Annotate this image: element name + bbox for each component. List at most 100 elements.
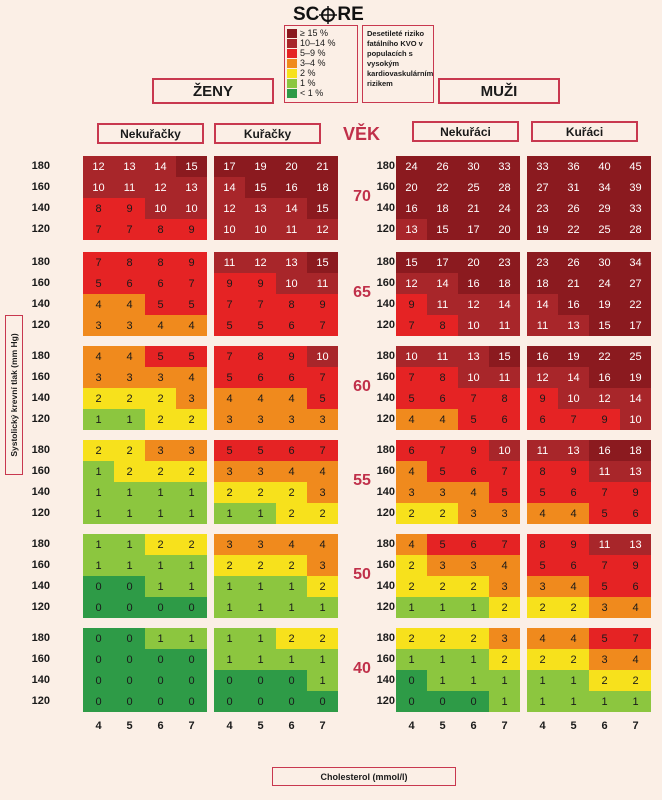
risk-cell: 3 <box>245 409 276 430</box>
sbp-tick-label: 180 <box>31 160 50 172</box>
risk-cell: 5 <box>527 482 558 503</box>
risk-cell: 0 <box>83 649 114 670</box>
risk-cell: 27 <box>620 273 651 294</box>
risk-cell: 5 <box>145 346 176 367</box>
risk-cell: 2 <box>276 555 307 576</box>
legend-item: 5–9 % <box>287 48 355 58</box>
score-title-pre: SC <box>293 4 320 25</box>
cholesterol-tick-label: 6 <box>601 720 608 732</box>
risk-cell: 17 <box>427 252 458 273</box>
risk-cell: 6 <box>458 461 489 482</box>
risk-cell: 4 <box>396 461 427 482</box>
risk-cell: 9 <box>176 252 207 273</box>
risk-cell: 18 <box>489 273 520 294</box>
risk-cell: 9 <box>114 198 145 219</box>
risk-cell: 0 <box>214 691 245 712</box>
cholesterol-tick-label: 6 <box>157 720 164 732</box>
risk-cell: 9 <box>620 482 651 503</box>
risk-cell: 8 <box>427 367 458 388</box>
legend-swatch <box>287 88 297 98</box>
sbp-tick-label: 120 <box>31 695 50 707</box>
risk-cell: 2 <box>176 534 207 555</box>
risk-cell: 14 <box>527 294 558 315</box>
risk-cell: 17 <box>214 156 245 177</box>
risk-cell: 4 <box>527 503 558 524</box>
risk-cell: 3 <box>176 440 207 461</box>
sbp-tick-label: 140 <box>31 580 50 592</box>
risk-cell: 1 <box>245 597 276 618</box>
risk-cell: 25 <box>458 177 489 198</box>
risk-cell: 4 <box>458 482 489 503</box>
risk-cell: 3 <box>307 555 338 576</box>
risk-cell: 7 <box>458 388 489 409</box>
risk-cell: 10 <box>176 198 207 219</box>
risk-cell: 19 <box>527 219 558 240</box>
risk-cell: 40 <box>589 156 620 177</box>
sbp-tick-label: 180 <box>31 538 50 550</box>
risk-cell: 2 <box>176 461 207 482</box>
risk-cell: 6 <box>276 367 307 388</box>
risk-cell: 7 <box>307 367 338 388</box>
risk-cell: 10 <box>396 346 427 367</box>
y-axis-label-box: Systolický krevní tlak (mm Hg) <box>5 315 23 475</box>
risk-cell: 0 <box>214 670 245 691</box>
risk-cell: 5 <box>589 576 620 597</box>
legend-note: Desetileté riziko fatálního KVO v popula… <box>362 25 434 103</box>
risk-cell: 22 <box>427 177 458 198</box>
legend-label: ≥ 15 % <box>300 28 328 38</box>
risk-cell: 12 <box>458 294 489 315</box>
legend-label: < 1 % <box>300 88 324 98</box>
women-nonsmoker-label: Nekuřačky <box>97 123 204 144</box>
risk-cell: 1 <box>458 597 489 618</box>
risk-cell: 0 <box>458 691 489 712</box>
risk-cell: 6 <box>489 409 520 430</box>
risk-cell: 12 <box>527 367 558 388</box>
risk-cell: 4 <box>307 534 338 555</box>
risk-cell: 4 <box>558 576 589 597</box>
sbp-tick-label: 120 <box>376 413 395 425</box>
risk-cell: 31 <box>558 177 589 198</box>
sbp-tick-label: 160 <box>376 559 395 571</box>
cholesterol-tick-label: 5 <box>439 720 446 732</box>
crosshair-icon <box>319 6 338 24</box>
risk-cell: 7 <box>214 294 245 315</box>
legend-label: 2 % <box>300 68 316 78</box>
risk-cell: 0 <box>114 576 145 597</box>
risk-cell: 16 <box>276 177 307 198</box>
risk-cell: 34 <box>589 177 620 198</box>
risk-cell: 1 <box>427 670 458 691</box>
risk-cell: 29 <box>589 198 620 219</box>
risk-cell: 3 <box>458 503 489 524</box>
legend-swatch <box>287 78 297 88</box>
risk-cell: 4 <box>176 367 207 388</box>
risk-cell: 8 <box>276 294 307 315</box>
risk-cell: 5 <box>214 315 245 336</box>
risk-cell: 8 <box>245 346 276 367</box>
risk-cell: 3 <box>489 503 520 524</box>
risk-cell: 6 <box>276 440 307 461</box>
risk-cell: 0 <box>176 649 207 670</box>
sbp-tick-label: 120 <box>376 319 395 331</box>
risk-cell: 1 <box>83 482 114 503</box>
risk-cell: 17 <box>458 219 489 240</box>
risk-cell: 9 <box>276 346 307 367</box>
risk-cell: 12 <box>307 219 338 240</box>
risk-cell: 7 <box>245 294 276 315</box>
sbp-tick-label: 140 <box>376 674 395 686</box>
sbp-tick-label: 160 <box>31 277 50 289</box>
sbp-tick-label: 180 <box>376 444 395 456</box>
score-title-post: RE <box>337 4 364 25</box>
risk-cell: 5 <box>245 315 276 336</box>
risk-cell: 2 <box>307 628 338 649</box>
risk-cell: 23 <box>489 252 520 273</box>
sbp-tick-label: 120 <box>376 507 395 519</box>
risk-cell: 4 <box>558 628 589 649</box>
risk-cell: 6 <box>458 534 489 555</box>
risk-cell: 2 <box>307 503 338 524</box>
risk-cell: 1 <box>245 628 276 649</box>
risk-cell: 10 <box>458 367 489 388</box>
risk-cell: 23 <box>527 252 558 273</box>
risk-cell: 4 <box>276 388 307 409</box>
y-axis-label: Systolický krevní tlak (mm Hg) <box>9 333 19 457</box>
cholesterol-tick-label: 7 <box>501 720 508 732</box>
